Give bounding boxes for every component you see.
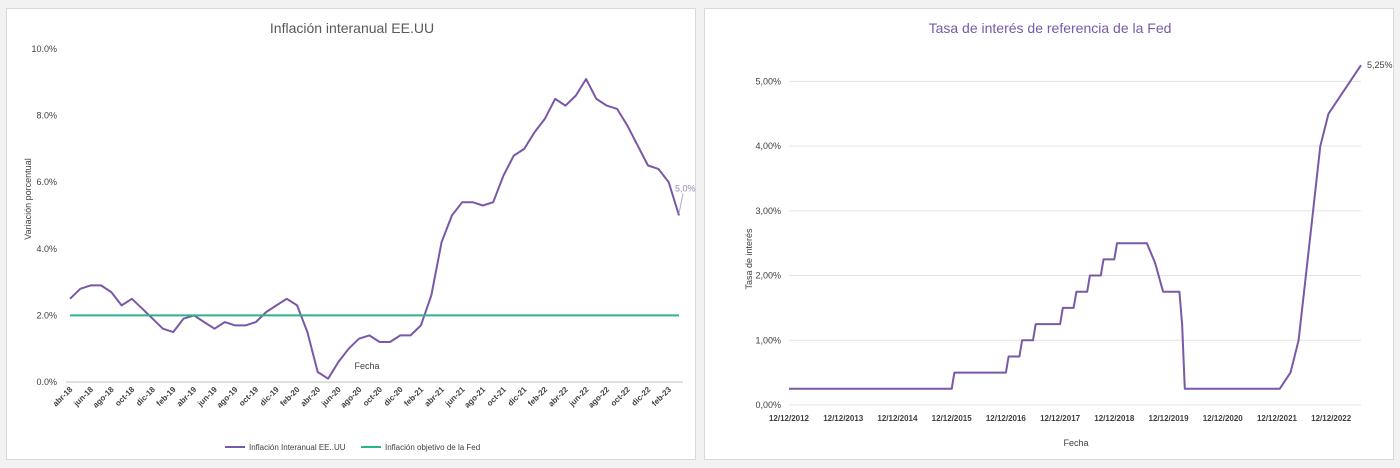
y-tick-label: 3,00% <box>755 206 781 216</box>
x-tick-label: 12/12/2015 <box>932 414 973 423</box>
inflation-chart-panel: Inflación interanual EE.UU 0.0% 2.0% 4.0% 6… <box>6 8 696 460</box>
x-tick-label: abr-20 <box>299 385 323 409</box>
legend-label-inflation: Inflación Interanual EE..UU <box>249 443 346 452</box>
x-tick-label: oct-19 <box>237 385 260 408</box>
x-tick-label: 12/12/2016 <box>986 414 1027 423</box>
x-tick-label: abr-19 <box>175 385 199 409</box>
x-tick-label: feb-20 <box>278 385 301 408</box>
y-tick-label: 1,00% <box>755 335 781 345</box>
x-axis-title: Fecha <box>1063 438 1088 448</box>
x-tick-label: ago-22 <box>587 385 612 410</box>
x-axis-title: Fecha <box>354 361 379 371</box>
last-value-label: 5,0% <box>675 184 696 194</box>
y-tick-label: 4,00% <box>755 141 781 151</box>
y-tick-label: 6.0% <box>36 177 57 187</box>
y-axis-title: Tasa de interés <box>744 228 754 290</box>
y-tick-label: 5,00% <box>755 76 781 86</box>
x-tick-label: 12/12/2012 <box>769 414 810 423</box>
x-tick-label: ago-18 <box>91 385 116 410</box>
x-tick-label: 12/12/2013 <box>823 414 864 423</box>
legend: Inflación Interanual EE..UU Inflación ob… <box>225 443 480 452</box>
fed-rate-chart: Tasa de interés de referencia de la Fed … <box>744 20 1393 448</box>
series-line-fed-rate <box>789 64 1362 390</box>
x-tick-label: 12/12/2020 <box>1203 414 1244 423</box>
x-tick-label: dic-19 <box>258 385 281 408</box>
y-tick-label: 0.0% <box>36 377 57 387</box>
x-tick-label: 12/12/2022 <box>1311 414 1352 423</box>
last-value-label: 5,25% <box>1367 60 1393 70</box>
y-tick-label: 4.0% <box>36 244 57 254</box>
series-line-inflation <box>69 78 680 380</box>
x-tick-label: oct-18 <box>113 385 136 408</box>
annotation-leader <box>678 193 684 214</box>
x-tick-label: abr-22 <box>547 385 571 409</box>
x-tick-label: feb-19 <box>155 385 178 408</box>
chart-title: Tasa de interés de referencia de la Fed <box>929 20 1172 36</box>
x-tick-label: dic-22 <box>630 385 653 408</box>
x-tick-label: oct-21 <box>485 385 508 408</box>
legend-label-fed-target: Inflación objetivo de la Fed <box>385 443 480 452</box>
inflation-chart: Inflación interanual EE.UU 0.0% 2.0% 4.0% 6… <box>23 20 696 452</box>
x-tick-label: dic-21 <box>506 385 529 408</box>
x-tick-label: 12/12/2021 <box>1257 414 1298 423</box>
y-axis-title: Variación porcentual <box>23 158 33 239</box>
x-tick-label: abr-21 <box>423 385 447 409</box>
x-tick-label: 12/12/2019 <box>1149 414 1190 423</box>
x-tick-label: ago-20 <box>339 385 364 410</box>
y-tick-label: 2.0% <box>36 310 57 320</box>
x-tick-label: abr-18 <box>51 385 75 409</box>
x-tick-label: feb-22 <box>526 385 549 408</box>
x-tick-label: oct-20 <box>361 385 384 408</box>
y-tick-label: 2,00% <box>755 271 781 281</box>
y-tick-label: 0,00% <box>755 400 781 410</box>
x-tick-label: oct-22 <box>609 385 632 408</box>
y-tick-label: 8.0% <box>36 111 57 121</box>
x-tick-label: dic-20 <box>382 385 405 408</box>
x-tick-label: feb-21 <box>402 385 425 408</box>
x-tick-label: feb-23 <box>650 385 673 408</box>
x-tick-label: ago-19 <box>215 385 240 410</box>
fed-rate-chart-panel: Tasa de interés de referencia de la Fed … <box>704 8 1394 460</box>
x-tick-label: dic-18 <box>134 385 157 408</box>
x-tick-label: 12/12/2014 <box>877 414 918 423</box>
y-tick-label: 10.0% <box>31 44 57 54</box>
chart-title: Inflación interanual EE.UU <box>270 20 434 36</box>
x-tick-label: ago-21 <box>463 385 488 410</box>
x-tick-label: 12/12/2018 <box>1094 414 1135 423</box>
x-tick-label: 12/12/2017 <box>1040 414 1081 423</box>
